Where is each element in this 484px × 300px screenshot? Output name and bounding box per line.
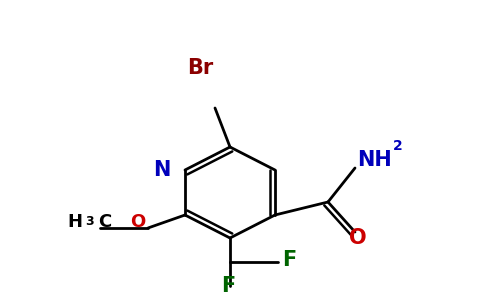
Text: F: F [221, 276, 235, 296]
Text: N: N [153, 160, 171, 180]
Text: O: O [349, 228, 367, 248]
Text: NH: NH [357, 150, 392, 170]
Text: C: C [98, 213, 111, 231]
Text: 3: 3 [85, 215, 93, 228]
Text: Br: Br [187, 58, 213, 78]
Text: 2: 2 [393, 139, 403, 153]
Text: O: O [130, 213, 146, 231]
Text: F: F [282, 250, 296, 270]
Text: H: H [67, 213, 82, 231]
